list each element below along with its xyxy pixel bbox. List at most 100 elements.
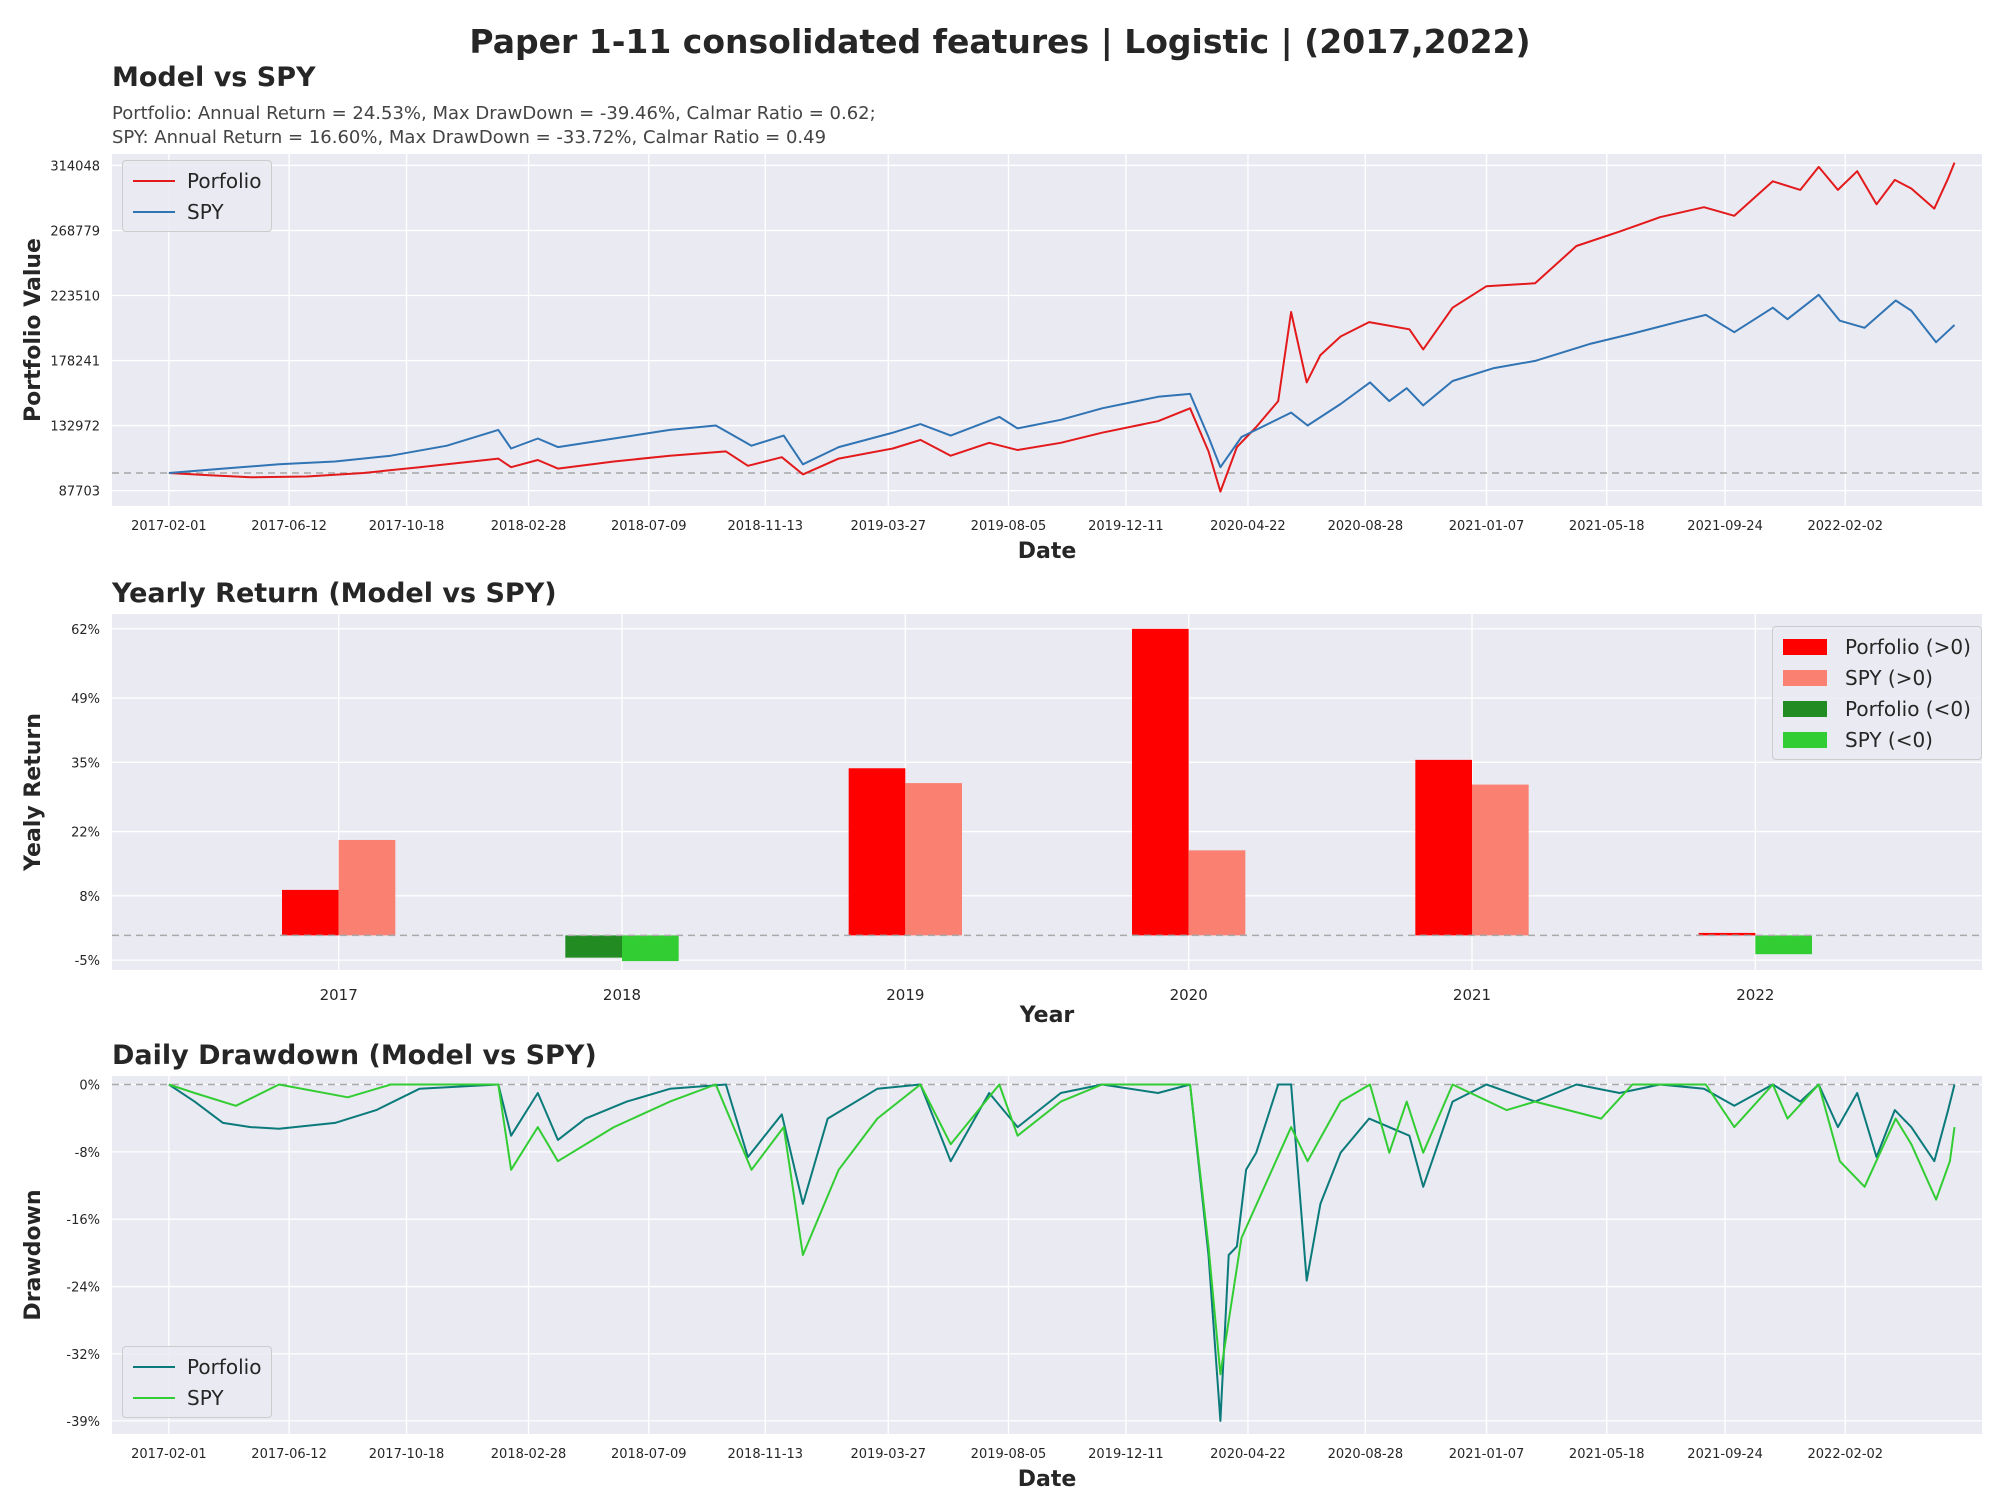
value-ytick-label-4: 268779 xyxy=(50,224,100,239)
legend-entry-spy-dd: SPY xyxy=(133,1382,261,1413)
value-ytick-label-1: 132972 xyxy=(50,420,100,435)
value-y-axis-label: Portfolio Value xyxy=(21,238,46,422)
drawdown-xtick-label-6: 2019-03-27 xyxy=(850,1447,926,1462)
yearly-ytick-label-0: -5% xyxy=(75,954,100,969)
yearly-ytick-label-2: 22% xyxy=(71,826,100,841)
yearly-chart-legend: Porfolio (>0) SPY (>0) Porfolio (<0) SPY… xyxy=(1772,626,1982,760)
legend-entry-portfolio-pos: Porfolio (>0) xyxy=(1783,631,1971,662)
legend-entry-spy: SPY xyxy=(133,196,261,227)
drawdown-ytick-label-1: -8% xyxy=(75,1146,100,1161)
drawdown-xtick-label-7: 2019-08-05 xyxy=(971,1447,1047,1462)
legend-label-portfolio: Porfolio xyxy=(187,168,262,193)
value-x-axis-label: Date xyxy=(1018,539,1077,564)
yearly-bar-porfolio-2017 xyxy=(282,889,339,936)
legend-swatch-spy-dd xyxy=(133,1396,175,1399)
yearly-bar-spy-2021 xyxy=(1472,784,1529,936)
drawdown-series-line-porfolio xyxy=(168,1083,1956,1422)
figure-suptitle: Paper 1-11 consolidated features | Logis… xyxy=(469,22,1531,61)
value-xtick-label-9: 2020-04-22 xyxy=(1210,519,1286,534)
value-ytick-label-5: 314048 xyxy=(50,159,100,174)
yearly-bar-spy-2018 xyxy=(622,935,679,962)
drawdown-xtick-label-1: 2017-06-12 xyxy=(251,1447,327,1462)
value-xtick-label-2: 2017-10-18 xyxy=(369,519,445,534)
drawdown-xtick-label-2: 2017-10-18 xyxy=(369,1447,445,1462)
value-xtick-label-14: 2022-02-02 xyxy=(1808,519,1884,534)
value-xtick-label-13: 2021-09-24 xyxy=(1687,519,1763,534)
legend-entry-spy-neg: SPY (<0) xyxy=(1783,724,1971,755)
yearly-plot-area xyxy=(112,614,1982,970)
legend-entry-portfolio: Porfolio xyxy=(133,165,261,196)
legend-swatch-portfolio-neg xyxy=(1783,700,1827,717)
legend-swatch-portfolio xyxy=(133,179,175,182)
yearly-bar-porfolio-2019 xyxy=(848,768,906,936)
legend-label-spy-pos: SPY (>0) xyxy=(1845,665,1933,690)
drawdown-plot-area xyxy=(112,1076,1982,1434)
value-xtick-label-5: 2018-11-13 xyxy=(728,519,804,534)
value-xtick-label-7: 2019-08-05 xyxy=(971,519,1047,534)
legend-entry-portfolio-dd: Porfolio xyxy=(133,1351,261,1382)
value-ytick-label-3: 223510 xyxy=(50,290,100,305)
yearly-xtick-label-5: 2022 xyxy=(1736,986,1774,1004)
legend-label-spy-neg: SPY (<0) xyxy=(1845,727,1933,752)
drawdown-y-axis-label: Drawdown xyxy=(21,1189,46,1320)
value-xtick-label-0: 2017-02-01 xyxy=(131,519,207,534)
value-xtick-label-4: 2018-07-09 xyxy=(611,519,687,534)
drawdown-xtick-label-9: 2020-04-22 xyxy=(1210,1447,1286,1462)
legend-label-portfolio-neg: Porfolio (<0) xyxy=(1845,696,1971,721)
drawdown-xtick-label-12: 2021-05-18 xyxy=(1569,1447,1645,1462)
legend-label-spy-dd: SPY xyxy=(187,1385,224,1410)
legend-swatch-spy-pos xyxy=(1783,669,1827,686)
value-chart-subtitle-portfolio: Portfolio: Annual Return = 24.53%, Max D… xyxy=(112,103,876,124)
drawdown-ytick-label-4: -32% xyxy=(66,1348,100,1363)
yearly-ytick-label-3: 35% xyxy=(71,756,100,771)
legend-swatch-spy xyxy=(133,210,175,213)
yearly-xtick-label-4: 2021 xyxy=(1453,986,1491,1004)
drawdown-xtick-label-0: 2017-02-01 xyxy=(131,1447,207,1462)
yearly-xtick-label-0: 2017 xyxy=(320,986,358,1004)
legend-entry-spy-pos: SPY (>0) xyxy=(1783,662,1971,693)
yearly-ytick-label-4: 49% xyxy=(71,692,100,707)
value-xtick-label-6: 2019-03-27 xyxy=(850,519,926,534)
yearly-bar-spy-2020 xyxy=(1188,850,1246,936)
yearly-bar-porfolio-2018 xyxy=(565,935,622,958)
yearly-xtick-label-1: 2018 xyxy=(603,986,641,1004)
value-xtick-label-3: 2018-02-28 xyxy=(491,519,567,534)
legend-swatch-portfolio-pos xyxy=(1783,638,1827,655)
drawdown-chart-legend: Porfolio SPY xyxy=(122,1346,273,1418)
legend-swatch-portfolio-dd xyxy=(133,1365,175,1368)
drawdown-ytick-label-5: -39% xyxy=(66,1415,100,1430)
legend-swatch-spy-neg xyxy=(1783,731,1827,748)
value-chart-title: Model vs SPY xyxy=(112,62,316,93)
drawdown-chart-title: Daily Drawdown (Model vs SPY) xyxy=(112,1040,597,1071)
drawdown-x-axis-label: Date xyxy=(1018,1467,1077,1492)
yearly-bar-spy-2017 xyxy=(338,839,396,936)
drawdown-xtick-label-13: 2021-09-24 xyxy=(1687,1447,1763,1462)
drawdown-xtick-label-11: 2021-01-07 xyxy=(1449,1447,1525,1462)
drawdown-ytick-label-3: -24% xyxy=(66,1281,100,1296)
legend-entry-portfolio-neg: Porfolio (<0) xyxy=(1783,693,1971,724)
yearly-bar-porfolio-2021 xyxy=(1415,759,1472,936)
yearly-chart-title: Yearly Return (Model vs SPY) xyxy=(112,578,557,609)
drawdown-xtick-label-4: 2018-07-09 xyxy=(611,1447,687,1462)
legend-label-portfolio-pos: Porfolio (>0) xyxy=(1845,634,1971,659)
drawdown-xtick-label-5: 2018-11-13 xyxy=(728,1447,804,1462)
value-plot-area xyxy=(112,154,1982,506)
drawdown-xtick-label-8: 2019-12-11 xyxy=(1088,1447,1164,1462)
yearly-bar-spy-2019 xyxy=(905,783,962,936)
yearly-xtick-label-2: 2019 xyxy=(886,986,924,1004)
value-series-line-spy xyxy=(168,293,1956,474)
value-xtick-label-10: 2020-08-28 xyxy=(1328,519,1404,534)
drawdown-ytick-label-2: -16% xyxy=(66,1213,100,1228)
yearly-ytick-label-5: 62% xyxy=(71,623,100,638)
value-xtick-label-8: 2019-12-11 xyxy=(1088,519,1164,534)
drawdown-xtick-label-3: 2018-02-28 xyxy=(491,1447,567,1462)
value-xtick-label-1: 2017-06-12 xyxy=(251,519,327,534)
yearly-xtick-label-3: 2020 xyxy=(1170,986,1208,1004)
value-ytick-label-0: 87703 xyxy=(59,485,100,500)
value-series-line-porfolio xyxy=(168,162,1956,493)
yearly-bar-spy-2022 xyxy=(1755,935,1812,955)
yearly-x-axis-label: Year xyxy=(1019,1003,1075,1028)
yearly-y-axis-label: Yealy Return xyxy=(21,713,46,872)
